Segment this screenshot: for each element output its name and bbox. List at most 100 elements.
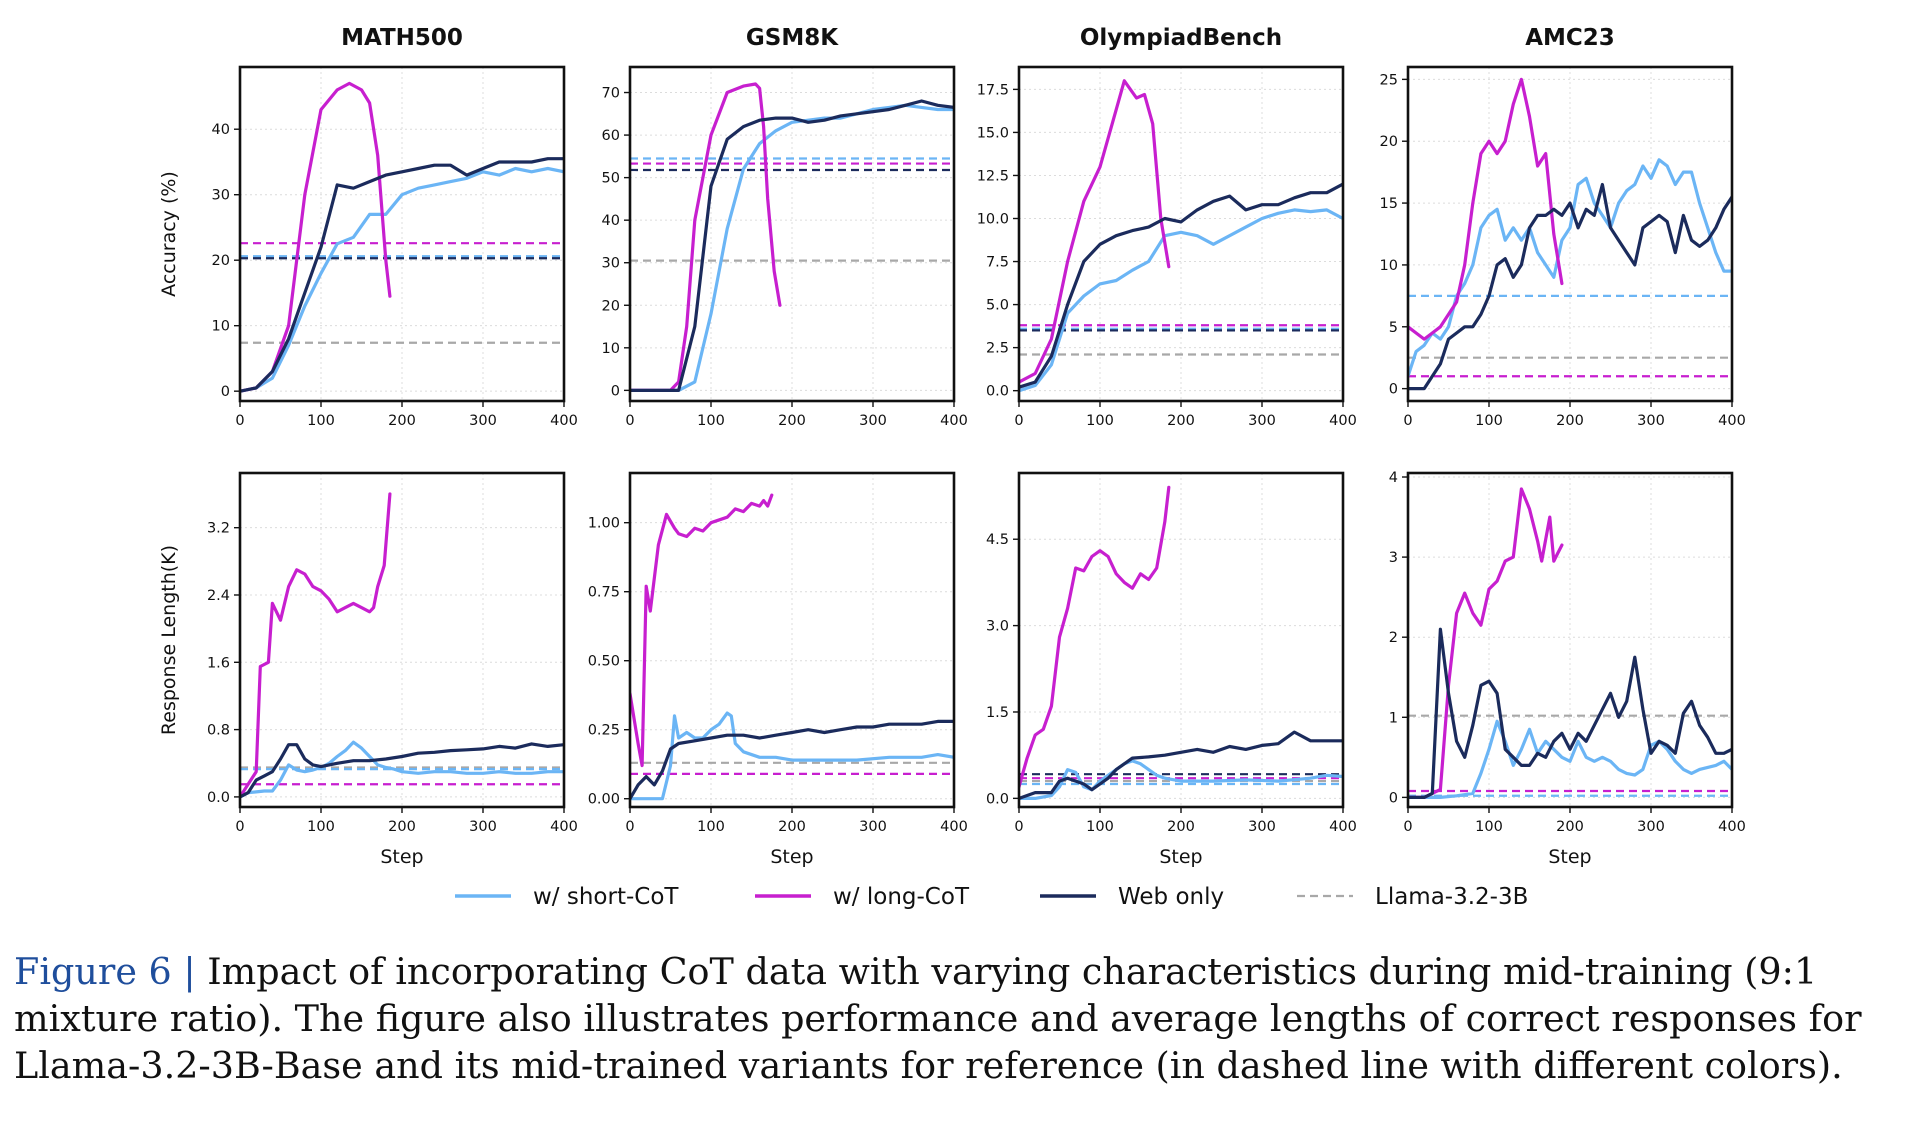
y-tick-label: 5 xyxy=(1389,320,1398,336)
series-line-short-cot xyxy=(1408,719,1732,799)
x-tick-label: 300 xyxy=(1248,819,1276,835)
legend-label: Llama-3.2-3B xyxy=(1375,884,1528,910)
series-line-long-cot xyxy=(630,82,782,392)
series-line-short-cot xyxy=(240,166,564,393)
panel-gsm8k: GSM8K 0 100 200 300 400 0 10 20 30 40 50 60 70 xyxy=(602,25,968,429)
x-tick-label: 0 xyxy=(625,819,634,835)
series-line-long-cot xyxy=(1408,487,1564,799)
panel-amc23: AMC23 0 100 200 300 400 0 5 10 15 20 25 xyxy=(1380,25,1746,429)
panel-title: OlympiadBench xyxy=(1080,25,1282,51)
y-tick-label: 30 xyxy=(602,256,620,272)
series-line-long-cot xyxy=(1019,79,1171,384)
x-tick-label: 200 xyxy=(388,413,416,429)
legend-entry: Llama-3.2-3B xyxy=(1297,884,1528,910)
grid xyxy=(239,67,565,401)
x-tick-label: 200 xyxy=(1167,819,1195,835)
y-tick-label: 20 xyxy=(602,298,620,314)
x-tick-label: 300 xyxy=(859,413,887,429)
y-tick-label: 0 xyxy=(1389,382,1398,398)
series-line-long-cot xyxy=(240,492,392,799)
y-tick-label: 25 xyxy=(1380,72,1398,88)
y-tick-label: 10 xyxy=(1380,258,1398,274)
y-tick-label: 0.0 xyxy=(207,790,230,806)
y-tick-label: 0.0 xyxy=(986,791,1009,807)
panel-olympiadbench: OlympiadBench 0 100 200 300 400 0.0 2.5 5.0 7.5 10… xyxy=(977,25,1357,429)
x-tick-label: 100 xyxy=(697,819,725,835)
x-tick-label: 300 xyxy=(1248,413,1276,429)
y-tick-label: 4 xyxy=(1389,470,1398,486)
x-tick-label: 400 xyxy=(1718,413,1746,429)
y-tick-label: 15.0 xyxy=(977,125,1009,141)
panel-row1-col0: 0 100 200 300 400 0.0 0.8 1.6 2.4 3.2 Step xyxy=(207,471,578,868)
x-tick-label: 200 xyxy=(388,819,416,835)
y-tick-label: 0 xyxy=(221,384,230,400)
y-tick-label: 50 xyxy=(602,171,620,187)
x-tick-label: 0 xyxy=(625,413,634,429)
x-tick-label: 100 xyxy=(1475,413,1503,429)
figure-caption: Figure 6 | Impact of incorporating CoT d… xyxy=(14,948,1909,1089)
y-tick-label: 0 xyxy=(1389,790,1398,806)
legend-label: w/ long-CoT xyxy=(833,884,970,910)
legend-label: Web only xyxy=(1118,884,1224,910)
y-tick-label: 0 xyxy=(611,383,620,399)
series-line-web-only xyxy=(1019,730,1343,800)
x-tick-label: 100 xyxy=(1086,819,1114,835)
y-tick-label: 0.0 xyxy=(986,384,1009,400)
y-tick-label: 40 xyxy=(602,213,620,229)
grid xyxy=(1407,473,1733,807)
series-line-long-cot xyxy=(240,81,392,393)
y-tick-label: 7.5 xyxy=(986,255,1009,271)
y-tick-label: 0.75 xyxy=(588,585,620,601)
y-tick-label: 20 xyxy=(1380,134,1398,150)
series-line-web-only xyxy=(240,157,564,393)
x-axis-label: Step xyxy=(380,846,423,868)
x-tick-label: 300 xyxy=(859,819,887,835)
x-tick-label: 100 xyxy=(307,819,335,835)
y-tick-label: 0.25 xyxy=(588,723,620,739)
series-line-short-cot xyxy=(240,740,564,799)
series-line-short-cot xyxy=(1408,158,1732,378)
panel-title: MATH500 xyxy=(341,25,463,51)
x-tick-label: 200 xyxy=(778,819,806,835)
series-line-web-only xyxy=(1408,182,1732,391)
y-tick-label: 3 xyxy=(1389,550,1398,566)
panel-title: AMC23 xyxy=(1525,25,1615,51)
grid xyxy=(1018,67,1344,401)
x-tick-label: 400 xyxy=(1329,413,1357,429)
x-tick-label: 200 xyxy=(1556,819,1584,835)
y-tick-label: 17.5 xyxy=(977,82,1009,98)
y-axis-label: Response Length(K) xyxy=(158,545,180,735)
y-tick-label: 20 xyxy=(212,253,230,269)
y-tick-label: 5.0 xyxy=(986,298,1009,314)
x-tick-label: 100 xyxy=(307,413,335,429)
x-tick-label: 200 xyxy=(1167,413,1195,429)
x-tick-label: 300 xyxy=(1637,819,1665,835)
y-tick-label: 0.50 xyxy=(588,654,620,670)
x-tick-label: 400 xyxy=(550,819,578,835)
x-tick-label: 400 xyxy=(550,413,578,429)
x-tick-label: 300 xyxy=(469,819,497,835)
legend-entry: Web only xyxy=(1040,884,1224,910)
x-tick-label: 400 xyxy=(940,413,968,429)
x-tick-label: 0 xyxy=(235,413,244,429)
x-tick-label: 0 xyxy=(235,819,244,835)
legend: w/ short-CoT w/ long-CoT Web only Llama-3.2… xyxy=(455,884,1528,910)
x-tick-label: 200 xyxy=(1556,413,1584,429)
series-line-long-cot xyxy=(630,493,774,768)
y-tick-label: 0.00 xyxy=(588,792,620,808)
x-axis-label: Step xyxy=(770,846,813,868)
panel-row1-col2: 0 100 200 300 400 0.0 1.5 3.0 4.5 Step xyxy=(986,471,1357,868)
x-tick-label: 400 xyxy=(940,819,968,835)
x-axis-label: Step xyxy=(1159,846,1202,868)
y-tick-label: 3.0 xyxy=(986,619,1009,635)
x-tick-label: 0 xyxy=(1014,819,1023,835)
panel-title: GSM8K xyxy=(746,25,839,51)
y-tick-label: 40 xyxy=(212,122,230,138)
panel-math500: MATH500 0 100 200 300 400 0 10 20 30 40 xyxy=(212,25,578,429)
series-line-short-cot xyxy=(1019,208,1343,393)
y-tick-label: 1.5 xyxy=(986,705,1009,721)
legend-entry: w/ long-CoT xyxy=(755,884,970,910)
legend-label: w/ short-CoT xyxy=(533,884,679,910)
y-tick-label: 10.0 xyxy=(977,212,1009,228)
